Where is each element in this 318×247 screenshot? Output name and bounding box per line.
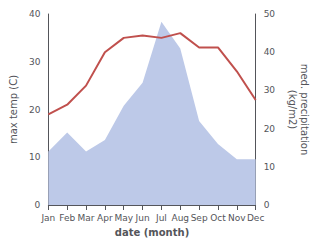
svg-text:Apr: Apr [97,213,113,223]
svg-text:50: 50 [264,9,276,19]
svg-text:date (month): date (month) [115,227,189,238]
svg-text:40: 40 [264,47,276,57]
svg-text:0: 0 [35,200,41,210]
svg-text:Aug: Aug [171,213,189,223]
svg-text:Sep: Sep [191,213,208,223]
svg-text:10: 10 [264,162,276,172]
svg-text:Feb: Feb [59,213,75,223]
svg-text:10: 10 [29,152,41,162]
svg-text:40: 40 [29,9,41,19]
svg-text:Mar: Mar [78,213,95,223]
svg-text:med. precipitation: med. precipitation [299,64,310,156]
svg-text:Dec: Dec [247,213,264,223]
svg-text:Jul: Jul [155,213,167,223]
svg-text:Jun: Jun [135,213,150,223]
svg-text:20: 20 [264,124,276,134]
svg-text:Jan: Jan [40,213,55,223]
svg-text:30: 30 [29,57,41,67]
svg-text:30: 30 [264,85,276,95]
svg-text:(kg/m2): (kg/m2) [287,90,298,130]
svg-text:20: 20 [29,105,41,115]
svg-text:Oct: Oct [210,213,226,223]
svg-text:max temp (C): max temp (C) [8,75,19,144]
svg-text:May: May [114,213,133,223]
svg-text:0: 0 [264,200,270,210]
svg-text:Nov: Nov [228,213,246,223]
